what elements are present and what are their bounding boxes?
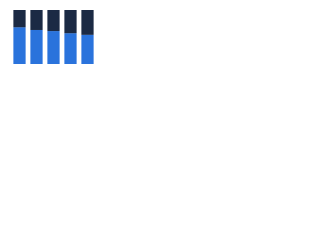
bar-segment (81, 10, 94, 35)
bar-segment (47, 31, 60, 65)
page: {"chart_data": {"type": "stacked_bar", "… (0, 0, 320, 71)
bar-segment (81, 34, 94, 64)
bar-segment (30, 10, 43, 30)
bar-segment (64, 33, 77, 64)
chart (13, 10, 94, 65)
bar-segment (13, 10, 26, 28)
bar-segment (13, 27, 26, 65)
bar-segment (64, 10, 77, 34)
bar-segment (30, 29, 43, 64)
bar-segment (47, 10, 60, 32)
